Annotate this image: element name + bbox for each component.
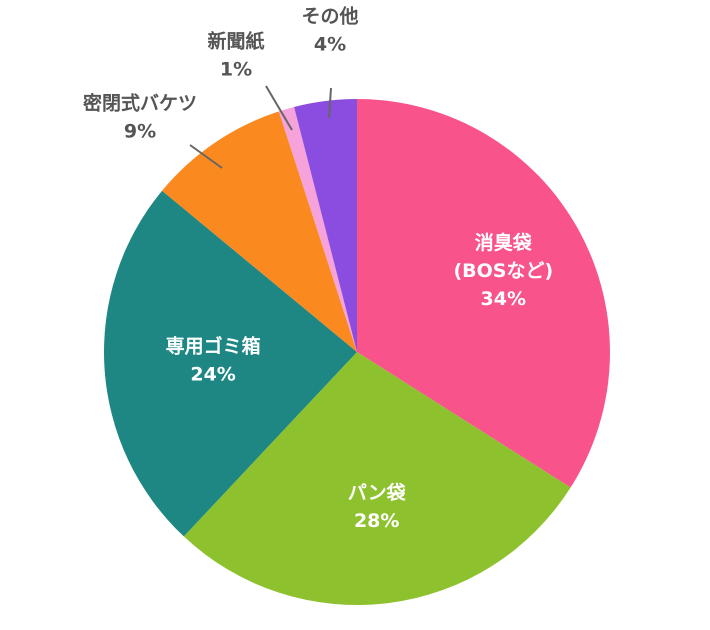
slice-label-0-0: 消臭袋 [475,231,533,254]
slice-labels: 消臭袋 (BOSなど) 34% パン袋 28% 専用ゴミ箱 24% 密閉式バケツ 9% 新聞紙 1%… [83,5,553,533]
pie-slices [103,99,610,605]
leader-line-3 [189,144,223,169]
pie-slice-1 [183,352,571,605]
slice-value-0: 34% [481,288,526,310]
pie-slice-2 [103,190,357,537]
pie-slice-5 [294,99,357,352]
pie-slice-0 [357,99,610,488]
slice-label-1-0: パン袋 [348,481,407,504]
leader-line-5 [328,87,332,119]
slice-label-2-0: 専用ゴミ箱 [166,335,261,358]
slice-value-5: 4% [314,34,346,56]
slice-label-3-0: 密閉式バケツ [83,92,197,115]
slice-label-0-1: (BOSなど) [453,260,553,282]
slice-value-4: 1% [220,59,252,81]
pie-slice-3 [162,111,357,352]
leader-line-4 [265,85,293,131]
slice-value-1: 28% [354,510,399,532]
slice-value-2: 24% [190,364,235,386]
leader-lines [189,85,332,169]
slice-label-4-0: 新聞紙 [207,30,264,53]
pie-slice-4 [278,106,357,352]
slice-value-3: 9% [124,121,156,143]
slice-label-5-0: その他 [301,5,358,28]
